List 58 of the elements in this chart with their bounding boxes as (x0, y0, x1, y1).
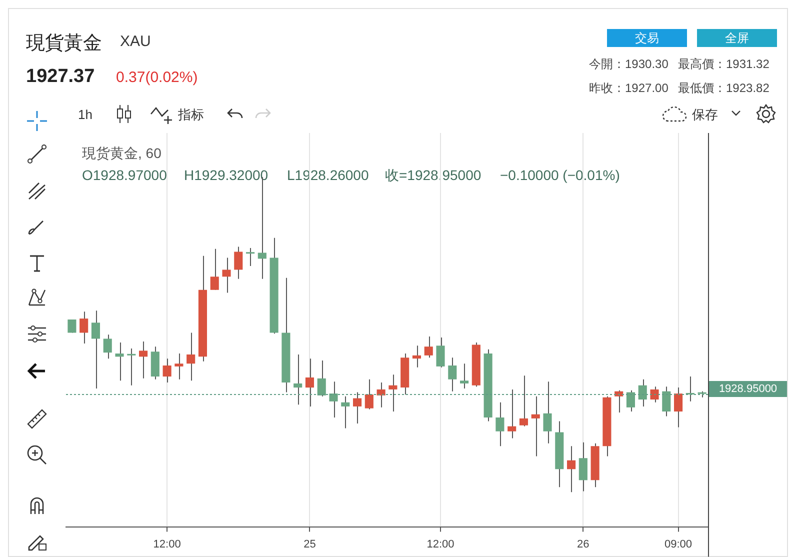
annotation: 收=1928.95000 (385, 167, 482, 185)
text: 保存 (692, 106, 718, 124)
x-tick-label: 26 (577, 538, 590, 550)
text: 1h (78, 107, 92, 122)
candlestick (174, 353, 184, 380)
candlestick (222, 257, 231, 294)
chart-subtitle: XAU (120, 33, 151, 50)
candlestick (68, 319, 76, 334)
candlestick (103, 334, 112, 360)
annotation: H1929.32000 (184, 167, 268, 183)
candlestick (234, 246, 243, 280)
candlestick (496, 402, 504, 447)
candlestick (674, 387, 683, 428)
text: 今開：1930.30 (589, 56, 668, 73)
candlestick (578, 442, 588, 492)
candlestick (162, 358, 172, 384)
candlestick (186, 332, 196, 382)
candlestick (341, 396, 350, 429)
candlestick (246, 247, 255, 266)
text: 全屏 (697, 29, 777, 47)
candlestick (91, 310, 100, 389)
candlestick (531, 396, 540, 457)
x-tick-label: 12:00 (153, 538, 181, 550)
candlestick (519, 375, 528, 427)
candlestick (448, 357, 457, 392)
text: 交易 (607, 29, 687, 47)
x-tick-label: 09:00 (664, 538, 692, 550)
text: 指标 (178, 106, 204, 124)
candlestick (508, 388, 516, 439)
x-tick-label: 25 (304, 538, 316, 550)
text: 1927.37 (26, 66, 95, 88)
candlestick (460, 363, 469, 389)
candlestick (127, 348, 136, 386)
text: 昨收：1927.00 (589, 80, 668, 97)
text: 最高價：1931.32 (678, 56, 770, 73)
candlestick (115, 342, 124, 382)
candlestick (436, 336, 445, 368)
candlestick (80, 311, 88, 344)
candlestick (567, 446, 576, 493)
candlestick (388, 374, 398, 412)
x-tick-label: 12:00 (426, 538, 454, 550)
candlestick (364, 378, 374, 410)
text: 現货黄金, 60 (82, 145, 162, 163)
text: 1928.95000 (709, 381, 787, 397)
candlestick (650, 386, 659, 403)
annotation: O1928.97000 (82, 167, 167, 183)
candlestick (353, 392, 362, 424)
text: 0.37(0.02%) (116, 69, 198, 86)
text: 最低價：1923.82 (678, 80, 770, 97)
candlestick (412, 345, 421, 368)
candlestick (210, 248, 219, 290)
candlestick (139, 341, 148, 379)
annotation: L1928.26000 (287, 167, 369, 183)
chart-title: 現貨黃金 (26, 32, 102, 56)
candlestick (424, 336, 433, 358)
candlestick (376, 382, 386, 408)
annotation: −0.10000 (−0.01%) (500, 167, 620, 183)
candlestick (305, 358, 314, 407)
